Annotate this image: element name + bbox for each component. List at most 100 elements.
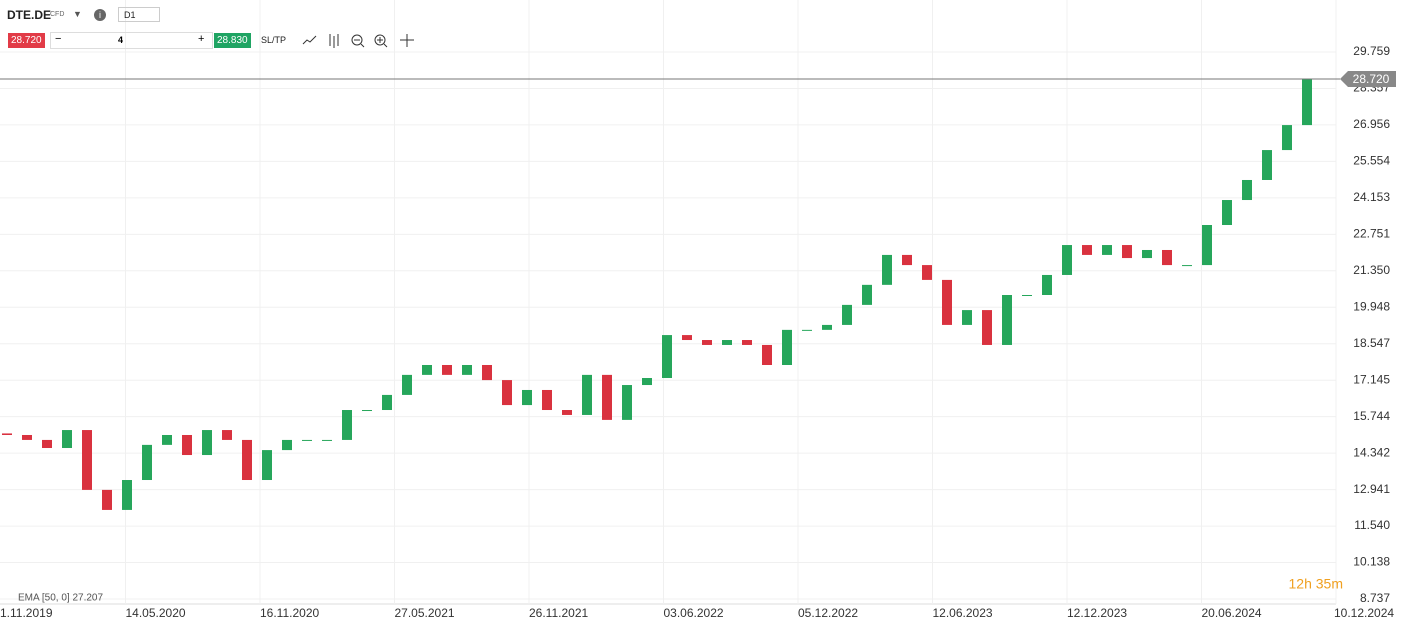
candle xyxy=(382,394,392,411)
x-tick-label: 27.05.2021 xyxy=(395,606,455,620)
candle xyxy=(702,340,712,345)
tool-icons[interactable] xyxy=(300,32,420,50)
candle xyxy=(62,430,72,449)
candle xyxy=(782,329,792,365)
candle xyxy=(302,439,312,441)
candle xyxy=(2,433,12,435)
info-icon[interactable]: i xyxy=(94,9,106,21)
candle xyxy=(882,254,892,285)
x-tick-label: 14.05.2020 xyxy=(126,606,186,620)
y-tick-label: 21.350 xyxy=(1353,263,1390,277)
candle xyxy=(762,344,772,365)
candle xyxy=(1302,79,1312,126)
candle xyxy=(1142,249,1152,259)
candle xyxy=(1002,295,1012,345)
sell-button[interactable]: 28.720 xyxy=(8,33,45,48)
instrument: CFD xyxy=(50,11,65,18)
y-tick-label: 24.153 xyxy=(1353,190,1390,204)
candle xyxy=(1102,245,1112,255)
x-tick-label: 20.06.2024 xyxy=(1202,606,1262,620)
candle xyxy=(822,324,832,330)
candle xyxy=(122,480,132,510)
candle xyxy=(162,434,172,445)
x-tick-label: 12.06.2023 xyxy=(933,606,993,620)
y-tick-label: 29.759 xyxy=(1353,44,1390,58)
candle xyxy=(1082,245,1092,255)
y-tick-label: 11.540 xyxy=(1354,518,1390,532)
dropdown-arrow[interactable]: ▼ xyxy=(73,9,82,19)
plus[interactable]: + xyxy=(198,33,205,45)
candle xyxy=(242,439,252,481)
candle xyxy=(482,364,492,381)
candle xyxy=(202,430,212,456)
candle xyxy=(82,430,92,490)
candle xyxy=(342,410,352,440)
indicator-label[interactable]: EMA [50, 0] 27.207 xyxy=(18,593,103,604)
candle xyxy=(1122,245,1132,259)
candle xyxy=(682,335,692,341)
candle xyxy=(1202,225,1212,266)
candle xyxy=(842,304,852,325)
y-tick-label: 17.145 xyxy=(1353,372,1390,386)
candle xyxy=(502,380,512,406)
candle xyxy=(1062,245,1072,275)
x-tick-label: 03.06.2022 xyxy=(664,606,724,620)
y-tick-label: 25.554 xyxy=(1353,154,1390,168)
candle xyxy=(722,340,732,345)
timeframe[interactable]: D1 xyxy=(118,7,160,22)
candle xyxy=(1162,249,1172,266)
candle xyxy=(922,265,932,280)
symbol[interactable]: DTE.DE xyxy=(7,8,52,22)
candle xyxy=(982,310,992,345)
candle xyxy=(802,329,812,331)
candle xyxy=(1262,150,1272,180)
x-tick-label: 26.11.2021 xyxy=(529,606,588,620)
candle xyxy=(222,430,232,440)
price-tag-label: 28.720 xyxy=(1353,72,1390,86)
candle xyxy=(622,385,632,420)
candle xyxy=(742,340,752,345)
y-tick-label: 12.941 xyxy=(1353,482,1390,496)
candle xyxy=(522,389,532,406)
volume[interactable]: 4 xyxy=(118,35,124,45)
x-tick-label: 10.12.2024 xyxy=(1334,606,1394,620)
candle xyxy=(362,410,372,412)
candle xyxy=(102,489,112,510)
candle xyxy=(942,279,952,325)
minus[interactable]: − xyxy=(55,33,62,45)
candle xyxy=(182,434,192,456)
candle xyxy=(142,444,152,481)
candle xyxy=(322,439,332,441)
candle xyxy=(442,364,452,375)
candle xyxy=(642,378,652,386)
price-tag xyxy=(1340,71,1396,88)
candle xyxy=(1242,179,1252,201)
candle xyxy=(282,439,292,451)
y-tick-label: 14.342 xyxy=(1353,445,1390,459)
candle xyxy=(42,439,52,449)
y-tick-label: 10.138 xyxy=(1353,555,1390,569)
candle xyxy=(1182,265,1192,267)
candle xyxy=(542,389,552,411)
candle xyxy=(1282,125,1292,151)
candle xyxy=(1042,274,1052,296)
candle xyxy=(662,335,672,379)
toolbar: DTE.DE CFD ▼ i D1 28.720 − 4 + 28.830 SL… xyxy=(0,0,440,56)
x-tick-label: 16.11.2020 xyxy=(260,606,319,620)
candle xyxy=(422,364,432,375)
y-tick-label: 18.547 xyxy=(1353,336,1390,350)
candle xyxy=(1022,295,1032,297)
sltp[interactable]: SL/TP xyxy=(261,35,287,45)
x-tick-label: 12.12.2023 xyxy=(1067,606,1127,620)
volume-box xyxy=(50,32,213,49)
candle xyxy=(902,254,912,266)
candle xyxy=(962,310,972,325)
buy-button[interactable]: 28.830 xyxy=(214,33,251,48)
x-tick-label: 1.11.2019 xyxy=(0,606,53,620)
y-tick-label: 15.744 xyxy=(1353,409,1390,423)
y-tick-label: 22.751 xyxy=(1353,227,1390,241)
y-tick-label: 19.948 xyxy=(1353,299,1390,313)
candle xyxy=(462,364,472,375)
